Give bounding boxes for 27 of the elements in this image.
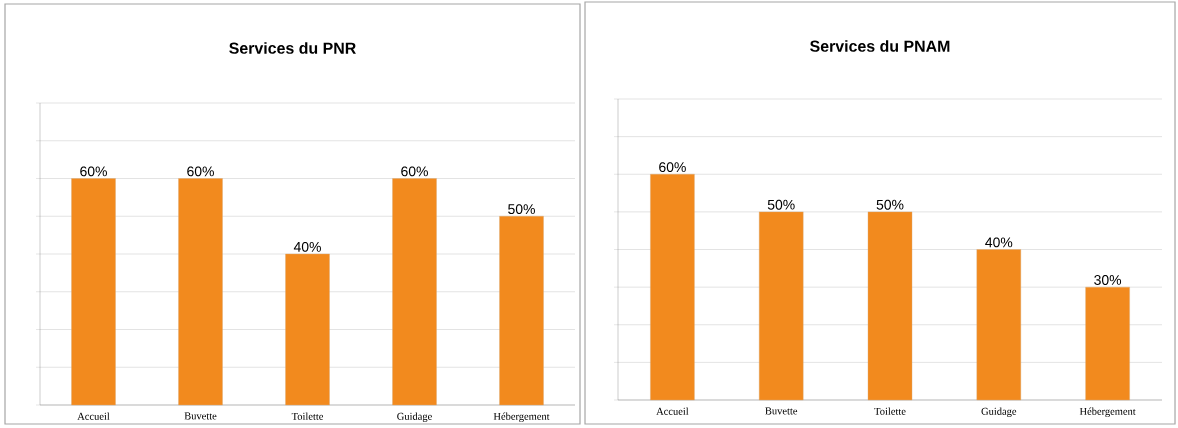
bar: [867, 211, 913, 401]
data-label: 40%: [985, 237, 1013, 248]
data-label: 60%: [80, 166, 107, 177]
chart-title: Services du PNR: [229, 42, 356, 54]
x-tick-label: Buvette: [184, 412, 217, 420]
x-tick-label: Accueil: [656, 407, 689, 415]
data-label: 50%: [767, 199, 795, 210]
bar: [650, 174, 695, 401]
data-label: 50%: [876, 199, 904, 210]
data-label: 60%: [187, 166, 214, 177]
data-label: 50%: [508, 204, 535, 215]
bar: [976, 249, 1022, 401]
data-label: 40%: [293, 241, 321, 252]
data-label: 30%: [1094, 275, 1122, 285]
x-tick-label: Accueil: [77, 412, 110, 420]
x-tick-label: Guidage: [981, 407, 1017, 418]
data-label: 60%: [401, 166, 428, 177]
data-label: 60%: [659, 162, 686, 173]
x-tick-label: Hébergement: [1079, 407, 1136, 418]
chart-title: Services du PNAM: [810, 40, 950, 52]
bar: [759, 211, 804, 401]
x-tick-label: Buvette: [765, 407, 798, 415]
bar: [1085, 286, 1130, 401]
x-tick-label: Guidage: [397, 412, 432, 423]
x-tick-label: Toilette: [874, 407, 906, 415]
x-tick-label: Hébergement: [493, 412, 550, 423]
x-tick-label: Toilette: [291, 412, 324, 420]
